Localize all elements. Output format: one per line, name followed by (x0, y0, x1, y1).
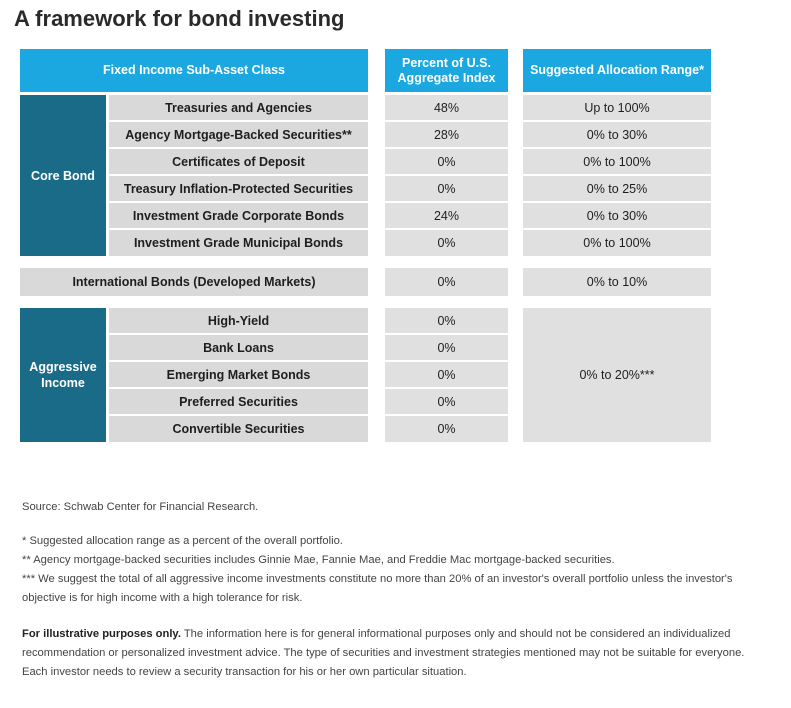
row-name: Convertible Securities (109, 416, 368, 442)
row-name: Treasury Inflation-Protected Securities (109, 176, 368, 201)
header-sub-asset-class: Fixed Income Sub-Asset Class (20, 49, 368, 92)
row-range: Up to 100% (523, 95, 711, 120)
row-name: International Bonds (Developed Markets) (20, 268, 368, 296)
row-percent: 0% (385, 362, 508, 387)
row-percent: 0% (385, 335, 508, 360)
row-name: Treasuries and Agencies (109, 95, 368, 120)
source-note: Source: Schwab Center for Financial Rese… (22, 501, 259, 513)
row-percent: 0% (385, 389, 508, 414)
row-name: Investment Grade Municipal Bonds (109, 230, 368, 256)
aggressive-income-range: 0% to 20%*** (523, 308, 711, 442)
disclaimer-text: The information here is for general info… (22, 628, 745, 678)
row-name: Certificates of Deposit (109, 149, 368, 174)
page-title: A framework for bond investing (14, 6, 345, 31)
row-range: 0% to 30% (523, 203, 711, 228)
row-name: High-Yield (109, 308, 368, 333)
row-name: Emerging Market Bonds (109, 362, 368, 387)
footnote-2: ** Agency mortgage-backed securities inc… (22, 554, 615, 566)
header-percent-index: Percent of U.S. Aggregate Index (385, 49, 508, 92)
row-range: 0% to 100% (523, 230, 711, 256)
disclaimer-lead: For illustrative purposes only. (22, 628, 181, 640)
row-percent: 0% (385, 176, 508, 201)
footnote-3: *** We suggest the total of all aggressi… (22, 573, 733, 604)
group-label-aggressive-income: Aggressive Income (20, 308, 106, 442)
header-allocation-range: Suggested Allocation Range* (523, 49, 711, 92)
row-percent: 0% (385, 230, 508, 256)
group-label-core-bond: Core Bond (20, 95, 106, 256)
row-name: Investment Grade Corporate Bonds (109, 203, 368, 228)
disclaimer: For illustrative purposes only. The info… (22, 625, 772, 682)
row-percent: 0% (385, 308, 508, 333)
row-name: Bank Loans (109, 335, 368, 360)
row-percent: 24% (385, 203, 508, 228)
row-range: 0% to 30% (523, 122, 711, 147)
row-percent: 48% (385, 95, 508, 120)
row-range: 0% to 100% (523, 149, 711, 174)
row-percent: 28% (385, 122, 508, 147)
row-percent: 0% (385, 149, 508, 174)
footnote-1: * Suggested allocation range as a percen… (22, 535, 343, 547)
row-range: 0% to 10% (523, 268, 711, 296)
row-name: Preferred Securities (109, 389, 368, 414)
row-percent: 0% (385, 268, 508, 296)
row-name: Agency Mortgage-Backed Securities** (109, 122, 368, 147)
row-percent: 0% (385, 416, 508, 442)
row-range: 0% to 25% (523, 176, 711, 201)
